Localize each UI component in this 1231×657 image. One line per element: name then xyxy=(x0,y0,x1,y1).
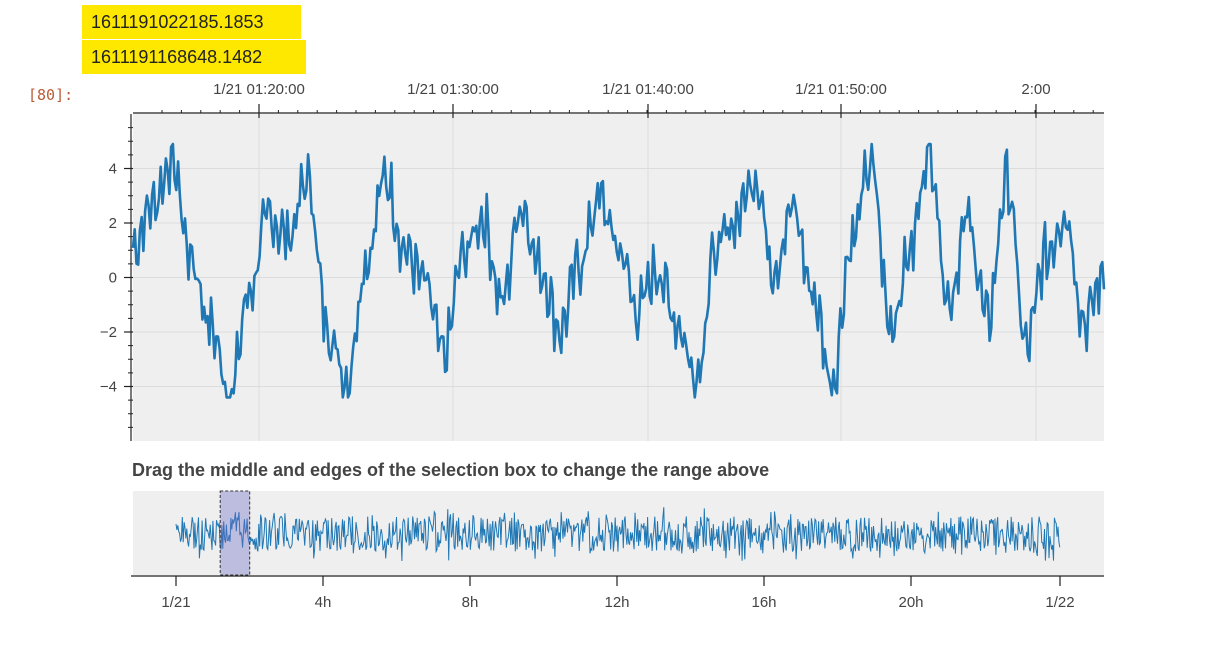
main-y-tick-label: −4 xyxy=(100,379,117,396)
range-x-tick-label: 20h xyxy=(898,594,923,611)
range-x-tick-label: 1/22 xyxy=(1045,594,1074,611)
main-x-tick-label: 1/21 01:40:00 xyxy=(602,81,694,98)
range-selection-box[interactable] xyxy=(219,490,251,576)
main-x-tick-label: 2:00 xyxy=(1021,81,1050,98)
main-y-axis: 4 2 0 −2 −4 xyxy=(100,127,133,428)
main-x-tick-label: 1/21 01:50:00 xyxy=(795,81,887,98)
main-series-line xyxy=(131,142,1106,399)
main-x-tick-label: 1/21 01:20:00 xyxy=(213,81,305,98)
main-x-axis: 1/21 01:20:00 1/21 01:30:00 1/21 01:40:00 1… xyxy=(161,81,1094,118)
range-x-tick-label: 12h xyxy=(604,594,629,611)
range-tool-caption: Drag the middle and edges of the selecti… xyxy=(132,460,770,480)
cell-prompt-label: [80]: xyxy=(28,86,74,104)
range-x-tick-label: 8h xyxy=(462,594,479,611)
main-line-chart[interactable]: 1/21 01:20:00 1/21 01:30:00 1/21 01:40:00 1… xyxy=(0,0,1231,450)
main-y-tick-label: 4 xyxy=(109,161,117,178)
range-x-tick-label: 4h xyxy=(315,594,332,611)
range-x-axis: 1/21 4h 8h 12h 16h 20h 1/22 xyxy=(161,576,1075,611)
range-x-tick-label: 1/21 xyxy=(161,594,190,611)
range-plot-area[interactable] xyxy=(133,491,1104,575)
timestamp-output-2: 1611191168648.1482 xyxy=(82,40,306,74)
range-series-line xyxy=(175,507,1061,562)
main-y-tick-label: 0 xyxy=(109,270,117,287)
main-y-tick-label: 2 xyxy=(109,215,117,232)
main-y-tick-label: −2 xyxy=(100,324,117,341)
main-x-tick-label: 1/21 01:30:00 xyxy=(407,81,499,98)
range-x-tick-label: 16h xyxy=(751,594,776,611)
timestamp-output-1: 1611191022185.1853 xyxy=(82,5,301,39)
